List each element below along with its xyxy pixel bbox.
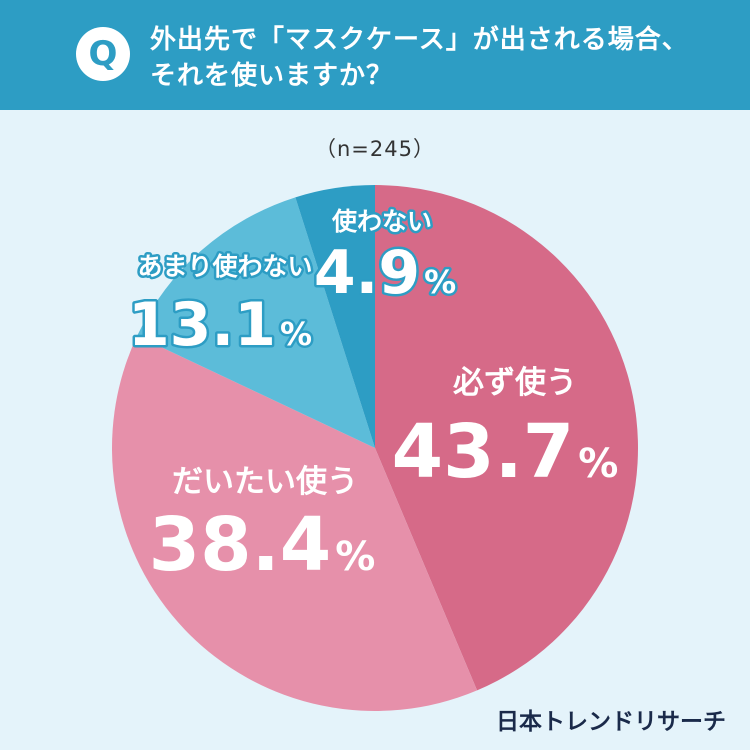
pie-slice-0 [375,185,638,691]
slice-value-0: 43.7% [392,409,619,495]
slice-value-2: 13.1% [128,290,312,360]
slice-label-3: 使わない [331,207,432,236]
brand-logo: 日本トレンドリサーチ [496,709,726,735]
slice-label-0: 必ず使う [453,365,577,401]
pie-slice-3 [295,185,375,448]
question-badge: Q [76,27,130,81]
slice-value-1: 38.4% [149,502,376,588]
slice-label-2: あまり使わない [137,252,312,281]
slice-label-1: だいたい使う [172,464,358,500]
pie-slice-1 [112,335,478,711]
question-line-1: 外出先で「マスクケース」が出される場合、 [150,25,689,55]
pie-slice-2 [137,197,375,448]
sample-size: （n=245） [315,137,435,161]
question-header: Q 外出先で「マスクケース」が出される場合、 それを使いますか？ [0,0,750,110]
question-text: 外出先で「マスクケース」が出される場合、 それを使いますか？ [150,22,720,94]
slice-value-3: 4.9% [314,238,456,308]
question-line-2: それを使いますか？ [150,61,394,91]
